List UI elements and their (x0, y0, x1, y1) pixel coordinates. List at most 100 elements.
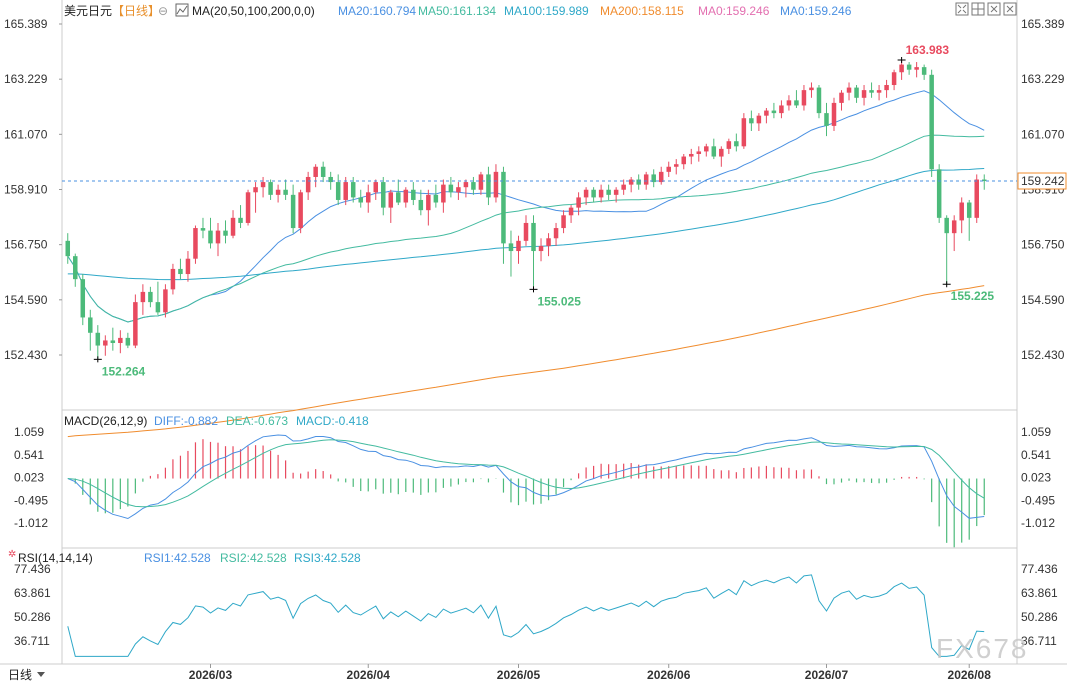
candle (493, 164, 499, 203)
candle (373, 179, 379, 200)
candle (163, 284, 168, 318)
month-label: 2026/03 (189, 668, 233, 682)
candle (283, 179, 288, 200)
candle (696, 146, 702, 162)
macd-tick-left: -0.495 (14, 493, 48, 507)
candle (568, 205, 574, 223)
candle (598, 184, 604, 203)
candle (463, 179, 469, 198)
candle (914, 62, 919, 78)
candle (245, 189, 251, 226)
candle (981, 174, 987, 190)
ma20-value: MA20:160.794 (338, 4, 416, 18)
macd-dea-line (67, 439, 985, 508)
candle (628, 176, 634, 193)
current-price-line: 159.242 (62, 172, 1067, 190)
candle (298, 189, 303, 234)
candle (929, 69, 934, 177)
macd-dea-value: DEA:-0.673 (226, 414, 288, 428)
ma50-line (67, 134, 985, 323)
candle (335, 174, 341, 206)
candle (831, 97, 837, 131)
candle (516, 235, 521, 264)
candle (223, 220, 228, 244)
rsi-settings-icon[interactable]: ✲ (8, 549, 16, 560)
candle (118, 330, 123, 354)
candle (771, 102, 777, 119)
candle (719, 146, 724, 167)
candle (546, 233, 551, 257)
candle (418, 189, 424, 216)
rsi-polyline (67, 574, 985, 657)
candle (200, 217, 206, 239)
candle (388, 189, 394, 223)
candle (794, 90, 799, 109)
grid-icon[interactable] (971, 2, 985, 16)
indicator-chart-glyph (176, 5, 188, 15)
candle (658, 166, 664, 185)
candle (959, 197, 964, 234)
candle (951, 215, 957, 252)
candle (343, 176, 348, 206)
rsi-header: ✲ RSI(14,14,14) RSI1:42.528 RSI2:42.528 … (8, 549, 361, 565)
candle (689, 148, 694, 165)
price-annotations: 163.983 152.264 155.025 155.225 (93, 43, 995, 378)
candle (73, 253, 78, 287)
candle (403, 187, 409, 208)
candle (426, 189, 431, 226)
candle (839, 90, 844, 111)
period-switch[interactable]: 日线 (8, 668, 45, 682)
rsi-line (67, 574, 985, 657)
candle (185, 251, 191, 282)
candle (921, 64, 927, 80)
macd-header: MACD(26,12,9) DIFF:-0.882 DEA:-0.673 MAC… (64, 414, 369, 428)
month-label: 2026/06 (647, 668, 691, 682)
expand-icon[interactable] (987, 2, 1001, 16)
macd-tick-left: -1.012 (14, 516, 48, 530)
rsi-tick-left: 77.436 (14, 562, 51, 576)
price-tick-left: 161.070 (4, 127, 48, 141)
candle (320, 161, 326, 183)
macd-diff-value: DIFF:-0.882 (154, 414, 218, 428)
candle (538, 238, 544, 262)
candle (523, 215, 529, 246)
candle (936, 164, 942, 223)
candle (974, 174, 979, 223)
indicator-settings-icon[interactable] (175, 3, 189, 17)
low-label-3: 155.225 (951, 289, 995, 303)
candle (711, 138, 717, 160)
candle (448, 176, 454, 198)
candle (786, 95, 792, 111)
candle (95, 325, 101, 360)
candle (193, 225, 198, 264)
candle (178, 258, 183, 280)
refresh-icon[interactable]: ⊖ (158, 4, 168, 18)
macd-tick-right: -0.495 (1021, 493, 1055, 507)
fit-icon[interactable] (955, 2, 969, 16)
candle (613, 187, 619, 203)
period-switch-label[interactable]: 日线 (8, 668, 32, 682)
candle (846, 82, 852, 101)
candle (869, 82, 874, 98)
chevron-down-icon[interactable] (37, 672, 45, 677)
close-icon[interactable] (1003, 2, 1017, 16)
macd-tick-right: 0.541 (1021, 448, 1051, 462)
candle (508, 230, 514, 277)
candle (208, 217, 213, 249)
low-label-2: 155.025 (538, 294, 582, 308)
candle (110, 327, 116, 351)
candle (621, 179, 626, 195)
period-label[interactable]: 【日线】 (112, 4, 160, 18)
price-tick-left: 165.389 (4, 17, 48, 31)
candle (381, 176, 386, 216)
ma0-value-b: MA0:159.246 (780, 4, 852, 18)
ma-params-label: MA(20,50,100,200,0,0) (192, 4, 315, 18)
time-axis: 2026/03 2026/04 2026/05 2026/06 2026/07 2026/… (189, 664, 991, 682)
candle (433, 184, 439, 208)
candle (561, 210, 566, 234)
candle (636, 174, 641, 190)
price-tick-left: 158.910 (4, 182, 48, 196)
candle (103, 335, 108, 356)
candle (704, 143, 709, 157)
